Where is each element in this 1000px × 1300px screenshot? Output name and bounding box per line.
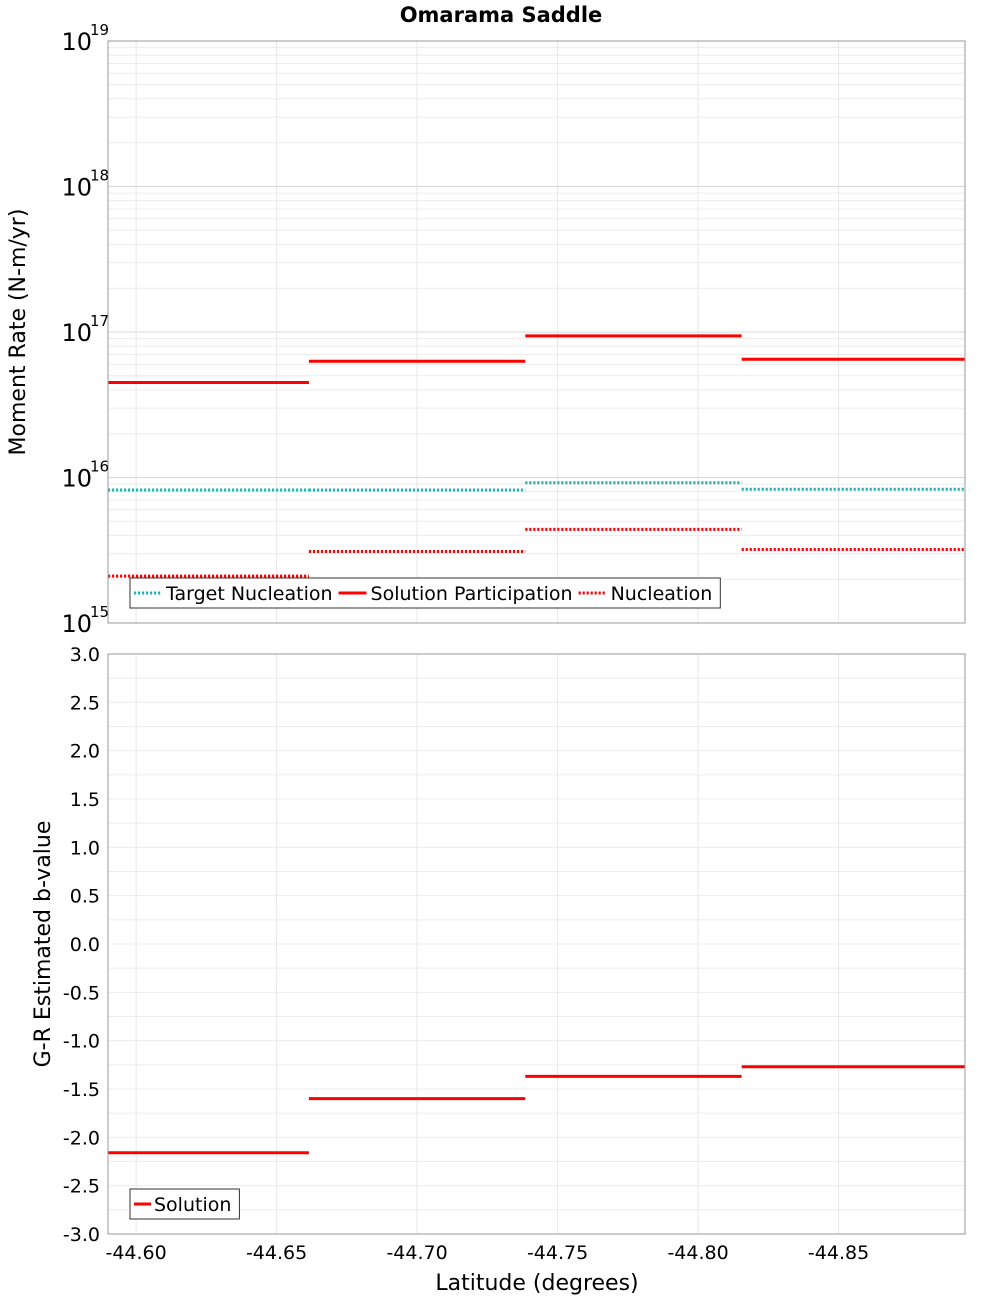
y-tick-exponent: 17 xyxy=(90,312,109,330)
b-value-grid xyxy=(108,653,965,1235)
b-value-y-tick-label: 1.0 xyxy=(70,837,100,859)
y-tick-exponent: 18 xyxy=(90,167,109,185)
b-value-panel: 3.0 2.5 2.0 1.5 1.0 0.5 0.0 -0.5 -1.0 -1.5 -2.0 -2.… xyxy=(31,644,966,1296)
moment-rate-y-axis-label: Moment Rate (N-m/yr) xyxy=(6,209,31,456)
b-value-y-tick-label: 1.5 xyxy=(70,789,100,811)
moment-rate-plot-frame xyxy=(107,40,966,624)
legend-label: Solution Participation xyxy=(371,583,573,605)
b-value-plot-frame xyxy=(107,653,966,1235)
latitude-x-ticks: -44.60 -44.65 -44.70 -44.75 -44.80 -44.85 xyxy=(105,1242,869,1264)
y-tick-exponent: 16 xyxy=(90,458,109,476)
b-value-y-tick-label: -2.0 xyxy=(63,1127,100,1149)
b-value-y-tick-label: 0.5 xyxy=(70,886,100,908)
y-tick-base: 10 xyxy=(61,465,92,493)
b-value-y-tick-label: -3.0 xyxy=(63,1224,100,1246)
y-tick-base: 10 xyxy=(61,319,92,347)
y-tick-base: 10 xyxy=(61,174,92,202)
b-value-y-tick-label: 0.0 xyxy=(70,934,100,956)
latitude-x-tick-label: -44.60 xyxy=(105,1242,166,1264)
y-tick-base: 10 xyxy=(61,28,92,56)
latitude-x-tick-label: -44.65 xyxy=(246,1242,307,1264)
b-value-y-tick-label: -1.0 xyxy=(63,1031,100,1053)
legend-label: Solution xyxy=(154,1194,231,1216)
latitude-x-tick-label: -44.85 xyxy=(808,1242,869,1264)
b-value-y-tick-label: -0.5 xyxy=(63,982,100,1004)
b-value-series xyxy=(108,1065,965,1155)
latitude-x-tick-label: -44.70 xyxy=(386,1242,447,1264)
moment-rate-legend: Target Nucleation Solution Participation N… xyxy=(129,577,721,609)
legend-label: Nucleation xyxy=(611,583,713,605)
b-value-y-tick-label: 2.5 xyxy=(70,692,100,714)
y-tick-exponent: 19 xyxy=(90,21,109,39)
b-value-y-tick-label: -1.5 xyxy=(63,1079,100,1101)
b-value-y-ticks: 3.0 2.5 2.0 1.5 1.0 0.5 0.0 -0.5 -1.0 -1.5 -2.0 -2.… xyxy=(63,644,100,1246)
b-value-legend: Solution xyxy=(129,1188,240,1220)
chart-title: Omarama Saddle xyxy=(400,3,603,27)
b-value-y-tick-label: -2.5 xyxy=(63,1176,100,1198)
y-tick-exponent: 15 xyxy=(90,603,109,621)
legend-label: Target Nucleation xyxy=(165,583,333,605)
moment-rate-series xyxy=(108,334,965,578)
y-tick-base: 10 xyxy=(61,610,92,638)
latitude-x-axis-label: Latitude (degrees) xyxy=(435,1271,638,1296)
b-value-y-tick-label: 2.0 xyxy=(70,741,100,763)
latitude-x-tick-label: -44.80 xyxy=(667,1242,728,1264)
moment-rate-grid xyxy=(108,41,965,624)
b-value-y-axis-label: G-R Estimated b-value xyxy=(31,821,56,1068)
b-value-y-tick-label: 3.0 xyxy=(70,644,100,666)
latitude-x-tick-label: -44.75 xyxy=(527,1242,588,1264)
legend-box xyxy=(129,577,721,609)
